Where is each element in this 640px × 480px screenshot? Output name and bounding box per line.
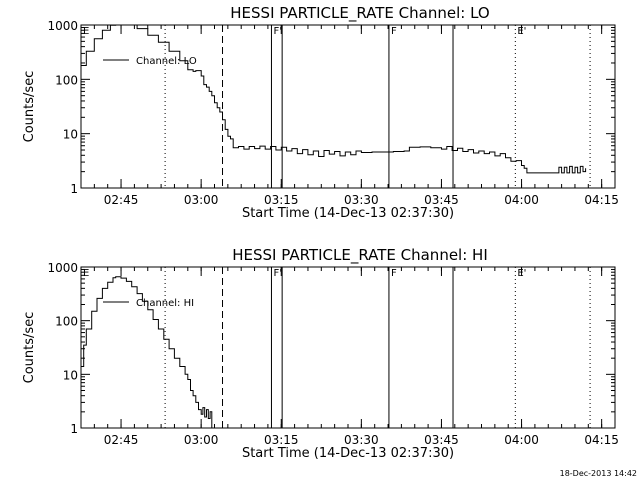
legend-label: Channel: HI	[136, 298, 194, 309]
y-tick-label: 1000	[47, 19, 78, 33]
x-tick-label: 03:00	[184, 193, 219, 207]
plot-frame	[80, 266, 616, 429]
x-tick-label: 03:45	[424, 433, 459, 447]
x-tick-label: 03:15	[264, 193, 299, 207]
x-tick-label: 04:00	[504, 433, 539, 447]
series-line	[81, 24, 587, 174]
event-marker-label: F	[391, 268, 397, 279]
y-tick-label: 10	[63, 368, 78, 382]
x-tick-label: 02:45	[104, 193, 139, 207]
footer-timestamp: 18-Dec-2013 14:42	[560, 469, 637, 478]
hi-channel-panel: HESSI PARTICLE_RATE Channel: HI 1 10 100 100…	[22, 246, 619, 461]
chart-title: HESSI PARTICLE_RATE Channel: HI	[232, 246, 488, 265]
y-axis-label: Counts/sec	[22, 312, 37, 384]
event-marker-label: E	[83, 26, 89, 37]
x-tick-label: 04:15	[584, 193, 619, 207]
y-tick-label: 100	[55, 315, 78, 329]
x-tick-label: 04:00	[504, 193, 539, 207]
y-tick-label: 1000	[47, 261, 78, 275]
x-tick-label: 03:45	[424, 193, 459, 207]
x-tick-label: 02:45	[104, 433, 139, 447]
series-line	[81, 276, 213, 428]
event-marker-label: E'	[517, 26, 526, 37]
chart-title: HESSI PARTICLE_RATE Channel: LO	[230, 4, 489, 23]
event-marker-label: E	[83, 268, 89, 279]
event-marker-label: E'	[517, 268, 526, 279]
event-marker-label: F	[391, 26, 397, 37]
legend-label: Channel: LO	[136, 56, 197, 67]
plot-frame	[80, 24, 616, 189]
y-tick-label: 1	[70, 182, 78, 196]
y-tick-label: 100	[55, 73, 78, 87]
x-tick-label: 03:30	[344, 193, 379, 207]
x-axis-label: Start Time (14-Dec-13 02:37:30)	[242, 446, 454, 461]
x-tick-label: 03:15	[264, 433, 299, 447]
y-axis-label: Counts/sec	[22, 71, 37, 143]
x-tick-label: 03:30	[344, 433, 379, 447]
lo-channel-panel: HESSI PARTICLE_RATE Channel: LO 1 10 100 100…	[22, 4, 619, 221]
x-axis-label: Start Time (14-Dec-13 02:37:30)	[242, 206, 454, 221]
y-tick-label: 1	[70, 422, 78, 436]
event-marker-label: F'	[273, 26, 282, 37]
x-tick-label: 04:15	[584, 433, 619, 447]
event-marker-label: F'	[273, 268, 282, 279]
x-tick-label: 03:00	[184, 433, 219, 447]
y-tick-label: 10	[63, 128, 78, 142]
